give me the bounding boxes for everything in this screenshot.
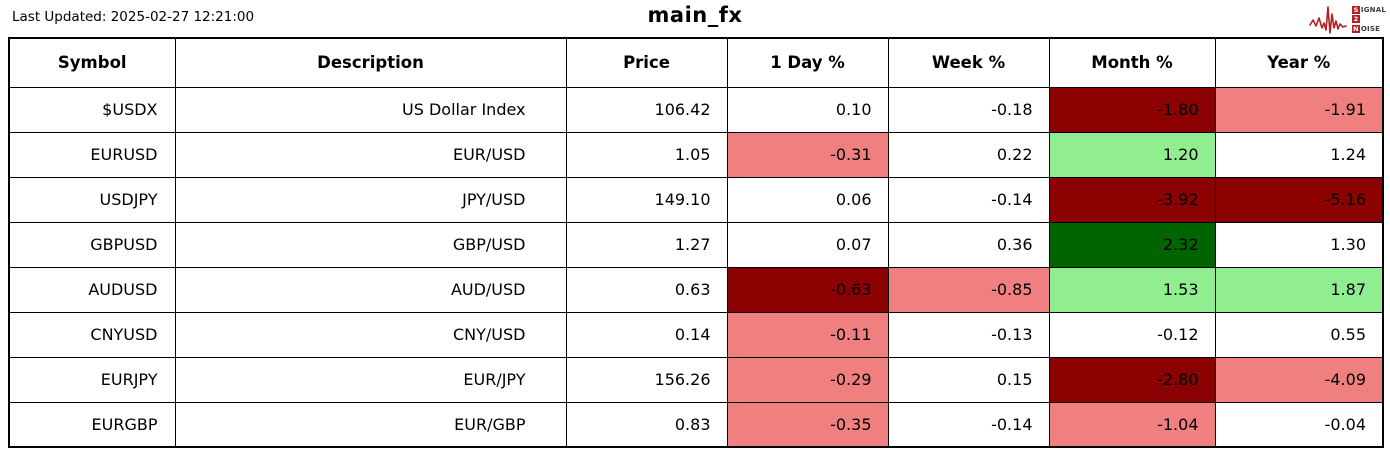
month-change-cell: 1.20 [1048,131,1216,178]
fx-table: Symbol Description Price 1 Day % Week % … [8,37,1384,448]
year-change-cell: 1.87 [1214,266,1384,313]
waveform-icon [1309,6,1347,34]
year-change-cell: 0.55 [1214,311,1384,358]
week-change-cell: -0.18 [887,86,1050,133]
table-row: CNYUSD CNY/USD 0.14 -0.11 -0.13 -0.12 0.55 [8,311,1384,358]
day-change-cell: 0.07 [726,221,889,268]
symbol-cell: USDJPY [8,176,176,223]
day-change-cell: 0.10 [726,86,889,133]
description-cell: EUR/GBP [174,401,567,448]
week-change-cell: -0.14 [887,401,1050,448]
price-cell: 1.05 [565,131,728,178]
symbol-cell: $USDX [8,86,176,133]
col-header-description: Description [174,37,567,88]
month-change-cell: -0.12 [1048,311,1216,358]
col-header-symbol: Symbol [8,37,176,88]
description-cell: CNY/USD [174,311,567,358]
symbol-cell: AUDUSD [8,266,176,313]
fx-table-header: Symbol Description Price 1 Day % Week % … [8,37,1384,88]
day-change-cell: 0.06 [726,176,889,223]
description-cell: EUR/USD [174,131,567,178]
signal-2-noise-logo: S IGNAL 2 N OISE [1309,1,1387,37]
day-change-cell: -0.31 [726,131,889,178]
table-row: EURGBP EUR/GBP 0.83 -0.35 -0.14 -1.04 -0.04 [8,401,1384,448]
col-header-1day: 1 Day % [726,37,889,88]
year-change-cell: -0.04 [1214,401,1384,448]
logo-rest-ignal: IGNAL [1360,5,1386,14]
col-header-week: Week % [887,37,1050,88]
table-row: USDJPY JPY/USD 149.10 0.06 -0.14 -3.92 -5.16 [8,176,1384,223]
price-cell: 156.26 [565,356,728,403]
table-row: AUDUSD AUD/USD 0.63 -0.63 -0.85 1.53 1.87 [8,266,1384,313]
logo-rest-oise: OISE [1360,24,1381,33]
symbol-cell: EURGBP [8,401,176,448]
week-change-cell: 0.36 [887,221,1050,268]
logo-letter-s: S [1351,5,1360,14]
day-change-cell: -0.35 [726,401,889,448]
week-change-cell: 0.15 [887,356,1050,403]
page-title: main_fx [647,3,743,27]
price-cell: 1.27 [565,221,728,268]
month-change-cell: -1.04 [1048,401,1216,448]
price-cell: 0.83 [565,401,728,448]
price-cell: 0.63 [565,266,728,313]
day-change-cell: -0.63 [726,266,889,313]
month-change-cell: -3.92 [1048,176,1216,223]
logo-text: S IGNAL 2 N OISE [1351,5,1386,34]
logo-letter-n: N [1351,24,1360,33]
logo-letter-2: 2 [1351,15,1360,24]
description-cell: JPY/USD [174,176,567,223]
day-change-cell: -0.11 [726,311,889,358]
week-change-cell: -0.85 [887,266,1050,313]
description-cell: EUR/JPY [174,356,567,403]
month-change-cell: -1.80 [1048,86,1216,133]
price-cell: 106.42 [565,86,728,133]
symbol-cell: EURUSD [8,131,176,178]
col-header-price: Price [565,37,728,88]
logo-line-2: 2 [1351,15,1386,25]
table-row: EURJPY EUR/JPY 156.26 -0.29 0.15 -2.80 -4.09 [8,356,1384,403]
year-change-cell: -5.16 [1214,176,1384,223]
table-row: $USDX US Dollar Index 106.42 0.10 -0.18 -1.80… [8,86,1384,133]
week-change-cell: -0.14 [887,176,1050,223]
week-change-cell: -0.13 [887,311,1050,358]
description-cell: GBP/USD [174,221,567,268]
symbol-cell: GBPUSD [8,221,176,268]
year-change-cell: -4.09 [1214,356,1384,403]
description-cell: AUD/USD [174,266,567,313]
fx-table-body: $USDX US Dollar Index 106.42 0.10 -0.18 -1.80… [8,86,1384,448]
symbol-cell: EURJPY [8,356,176,403]
table-row: EURUSD EUR/USD 1.05 -0.31 0.22 1.20 1.24 [8,131,1384,178]
description-cell: US Dollar Index [174,86,567,133]
col-header-month: Month % [1048,37,1216,88]
last-updated-label: Last Updated: 2025-02-27 12:21:00 [12,9,255,25]
col-header-year: Year % [1214,37,1384,88]
year-change-cell: 1.30 [1214,221,1384,268]
waveform-line [1309,6,1347,34]
logo-line-signal: S IGNAL [1351,5,1386,15]
price-cell: 149.10 [565,176,728,223]
month-change-cell: 1.53 [1048,266,1216,313]
week-change-cell: 0.22 [887,131,1050,178]
month-change-cell: 2.32 [1048,221,1216,268]
price-cell: 0.14 [565,311,728,358]
symbol-cell: CNYUSD [8,311,176,358]
header-row: Symbol Description Price 1 Day % Week % … [8,37,1384,88]
logo-line-noise: N OISE [1351,24,1386,34]
month-change-cell: -2.80 [1048,356,1216,403]
year-change-cell: 1.24 [1214,131,1384,178]
year-change-cell: -1.91 [1214,86,1384,133]
table-row: GBPUSD GBP/USD 1.27 0.07 0.36 2.32 1.30 [8,221,1384,268]
day-change-cell: -0.29 [726,356,889,403]
